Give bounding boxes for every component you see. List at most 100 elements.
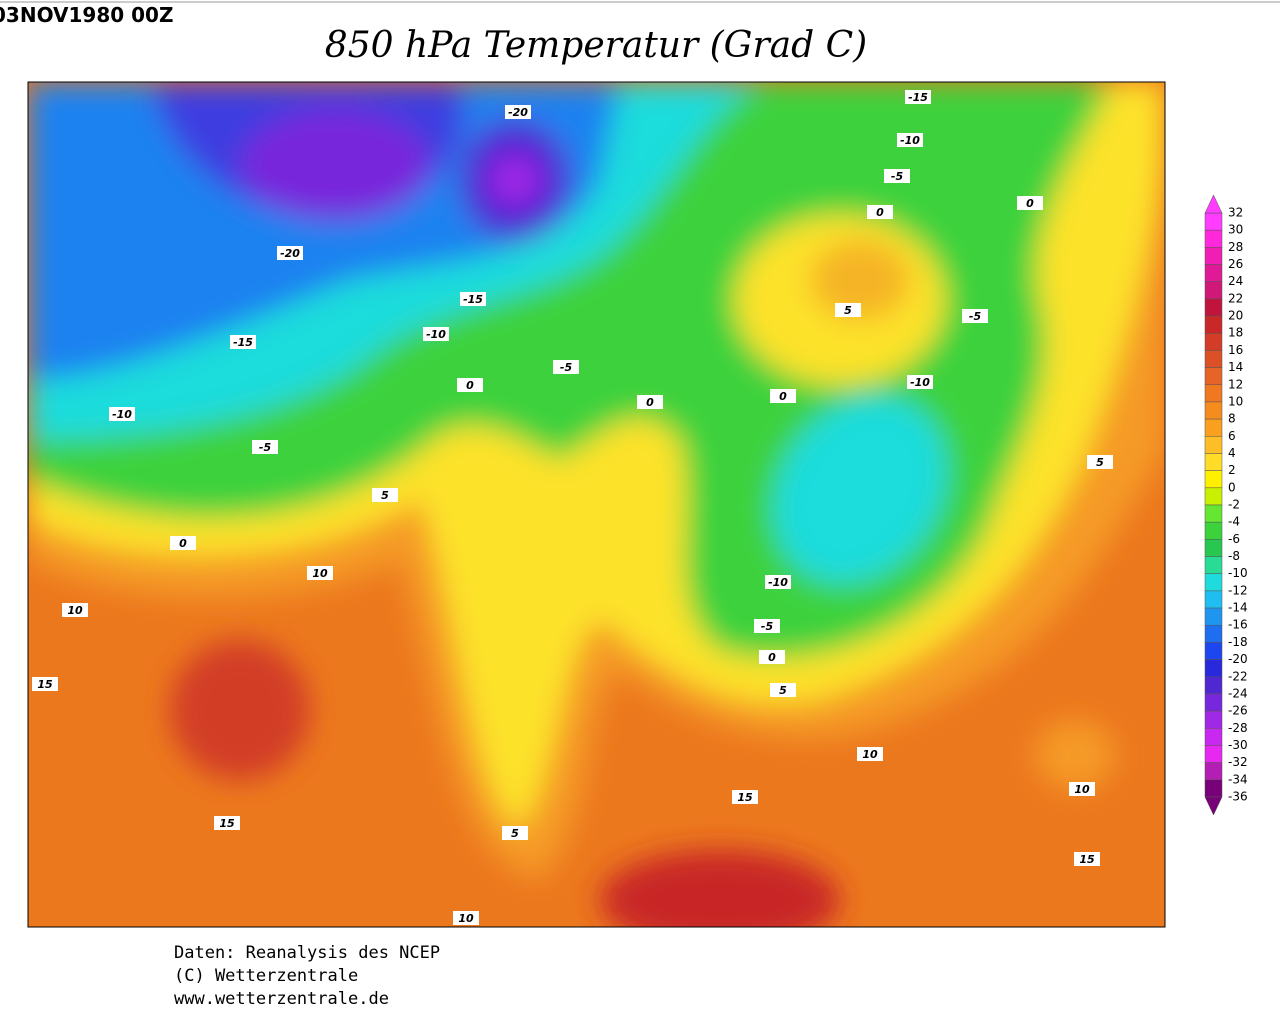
contour-label: -10 (426, 328, 446, 341)
contour-label: 15 (37, 678, 53, 691)
colorbar-label: -36 (1228, 790, 1248, 804)
colorbar-label: 30 (1228, 223, 1243, 237)
colorbar-label: 4 (1228, 446, 1236, 460)
colorbar-label: -12 (1228, 583, 1248, 597)
colorbar-swatch (1204, 710, 1223, 729)
colorbar-swatch (1204, 384, 1223, 403)
contour-label-box (505, 105, 531, 119)
colorbar-label: 32 (1228, 206, 1243, 220)
footer-line: (C) Wetterzentrale (174, 966, 358, 986)
contour-label: 0 (768, 651, 776, 664)
contour-label: 10 (458, 912, 474, 925)
colorbar-label: 18 (1228, 326, 1243, 340)
colorbar-label: -20 (1228, 652, 1248, 666)
contour-label-box (962, 309, 988, 323)
contour-label: 0 (876, 206, 884, 219)
colorbar-label: 8 (1228, 412, 1236, 426)
colorbar-swatch (1204, 436, 1223, 454)
temperature-field (28, 82, 1165, 927)
contour-label-box (732, 790, 758, 804)
contour-label-box (867, 205, 893, 219)
contour-label-box (1017, 196, 1043, 210)
contour-label-box (770, 683, 796, 697)
contour-label-box (857, 747, 883, 761)
contour-label-box (277, 246, 303, 260)
contour-label-box (1087, 455, 1113, 469)
colorbar-swatch (1204, 745, 1223, 763)
contour-label-box (307, 566, 333, 580)
contour-label-box (230, 335, 256, 349)
colorbar-label: -32 (1228, 755, 1248, 769)
colorbar-swatch (1204, 229, 1223, 248)
contour-label: -5 (560, 361, 573, 374)
colorbar-label: 6 (1228, 429, 1236, 443)
map-title: 850 hPa Temperatur (Grad C) (325, 25, 867, 66)
colorbar-swatch (1204, 590, 1223, 609)
date-label: 03NOV1980 00Z (0, 3, 173, 27)
contour-label: -5 (259, 441, 272, 454)
contour-label: -15 (908, 91, 928, 104)
contour-label: -10 (112, 408, 132, 421)
contour-label-box (553, 360, 579, 374)
colorbar-bottom-arrow (1204, 796, 1223, 816)
colorbar-label: -2 (1228, 498, 1240, 512)
colorbar-swatch (1204, 247, 1223, 265)
footer-line: Daten: Reanalysis des NCEP (174, 943, 440, 963)
contour-label: -10 (910, 376, 930, 389)
colorbar-label: -16 (1228, 618, 1248, 632)
footer: Daten: Reanalysis des NCEP (C) Wetterzent… (174, 943, 440, 1009)
colorbar-label: -14 (1228, 601, 1248, 615)
field-shading (28, 82, 1165, 927)
colorbar-swatch (1204, 470, 1223, 489)
colorbar-swatch (1204, 539, 1223, 557)
contour-label-box (759, 650, 785, 664)
colorbar-swatch (1204, 762, 1223, 781)
colorbar-swatch (1204, 693, 1223, 712)
contour-label-box (884, 169, 910, 183)
colorbar-swatch (1204, 453, 1223, 471)
contour-label-box (835, 303, 861, 317)
contour-label: 15 (1079, 853, 1095, 866)
contour-label-box (252, 440, 278, 454)
colorbar-label: -18 (1228, 635, 1248, 649)
contour-label: 10 (312, 567, 328, 580)
colorbar-swatch (1204, 332, 1223, 351)
contour-label: -5 (969, 310, 982, 323)
colorbar-label: 24 (1228, 274, 1243, 288)
contour-label: 15 (219, 817, 235, 830)
contour-label: 5 (779, 684, 787, 697)
contour-label-box (754, 619, 780, 633)
colorbar-label: -24 (1228, 686, 1248, 700)
colorbar-swatch (1204, 676, 1223, 695)
colorbar-swatch (1204, 728, 1223, 746)
map-frame (27, 81, 1166, 928)
colorbar-swatch (1204, 642, 1223, 660)
colorbar-swatch (1204, 521, 1223, 540)
contour-label: -20 (280, 247, 300, 260)
contour-label-box (770, 389, 796, 403)
contour-label-box (453, 911, 479, 925)
contour-label: 10 (862, 748, 878, 761)
colorbar-label: -10 (1228, 566, 1248, 580)
contour-label-box (460, 292, 486, 306)
contour-label: -10 (768, 576, 788, 589)
contour-label-box (32, 677, 58, 691)
colorbar-swatch (1204, 504, 1223, 523)
contour-label: 0 (779, 390, 787, 403)
contour-label-box (907, 375, 933, 389)
contour-label: 5 (511, 827, 519, 840)
contour-label: 5 (844, 304, 852, 317)
colorbar-label: 14 (1228, 360, 1243, 374)
colorbar-label: 10 (1228, 394, 1243, 408)
colorbar-swatch (1204, 350, 1223, 368)
contour-label-box (1069, 782, 1095, 796)
colorbar: 32302826242220181614121086420-2-4-6-8-10… (1204, 194, 1248, 816)
contour-label: 0 (646, 396, 654, 409)
contour-label: -5 (891, 170, 904, 183)
contour-label-box (637, 395, 663, 409)
colorbar-swatch (1204, 401, 1223, 420)
contour-label-box (502, 826, 528, 840)
colorbar-swatch (1204, 418, 1223, 437)
